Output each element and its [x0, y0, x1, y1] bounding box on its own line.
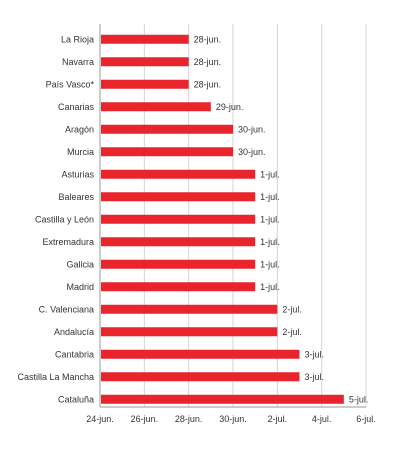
bar — [101, 394, 344, 404]
bar — [101, 192, 256, 202]
category-label: Aragón — [65, 124, 94, 134]
category-label: Andalucía — [54, 327, 94, 337]
category-label: Cataluña — [58, 394, 94, 404]
data-label: 3-jul. — [305, 372, 325, 382]
bar — [101, 237, 256, 247]
data-label: 2-jul. — [282, 327, 302, 337]
bar — [101, 57, 189, 67]
x-tick-label: 6-jul. — [356, 414, 376, 424]
data-label: 30-jun. — [238, 147, 266, 157]
x-tick-label: 28-jun. — [175, 414, 203, 424]
data-label: 1-jul. — [260, 237, 280, 247]
data-label: 3-jul. — [305, 349, 325, 359]
data-label: 28-jun. — [194, 79, 222, 89]
bar — [101, 372, 300, 382]
category-label: Castilla La Mancha — [17, 372, 94, 382]
category-label: País Vasco* — [46, 79, 95, 89]
data-label: 1-jul. — [260, 214, 280, 224]
data-label: 1-jul. — [260, 282, 280, 292]
bar-layer — [101, 34, 344, 404]
bar — [101, 147, 233, 157]
bar — [101, 349, 300, 359]
bar — [101, 102, 211, 112]
data-label: 30-jun. — [238, 124, 266, 134]
bar — [101, 259, 256, 269]
category-label: Asturias — [61, 169, 94, 179]
label-layer: La Rioja 28-jun. Navarra 28-jun. País Vasco*… — [17, 34, 368, 404]
bar — [101, 79, 189, 89]
category-label: Murcia — [67, 147, 94, 157]
category-label: Navarra — [62, 57, 94, 67]
data-label: 28-jun. — [194, 57, 222, 67]
bar — [101, 327, 278, 337]
category-label: Castilla y León — [35, 214, 94, 224]
category-label: Cantabria — [55, 349, 94, 359]
bar — [101, 124, 233, 134]
data-label: 1-jul. — [260, 192, 280, 202]
axis-layer: 24-jun. 26-jun. 28-jun. 30-jun. 2-jul. 4-jul.… — [86, 24, 376, 424]
category-label: Galicia — [66, 259, 94, 269]
data-label: 2-jul. — [282, 304, 302, 314]
category-label: C. Valenciana — [39, 304, 94, 314]
bar — [101, 34, 189, 44]
bar — [101, 214, 256, 224]
category-label: Canarias — [58, 102, 95, 112]
x-tick-label: 26-jun. — [131, 414, 159, 424]
bar — [101, 304, 278, 314]
x-tick-label: 30-jun. — [219, 414, 247, 424]
category-label: Extremadura — [42, 237, 94, 247]
data-label: 5-jul. — [349, 394, 369, 404]
category-label: Baleares — [58, 192, 94, 202]
bar — [101, 169, 256, 179]
x-tick-label: 24-jun. — [86, 414, 114, 424]
data-label: 28-jun. — [194, 34, 222, 44]
x-tick-label: 4-jul. — [312, 414, 332, 424]
category-label: Madrid — [66, 282, 94, 292]
bar — [101, 282, 256, 292]
data-label: 29-jun. — [216, 102, 244, 112]
data-label: 1-jul. — [260, 259, 280, 269]
category-label: La Rioja — [61, 34, 94, 44]
x-tick-label: 2-jul. — [268, 414, 288, 424]
data-label: 1-jul. — [260, 169, 280, 179]
